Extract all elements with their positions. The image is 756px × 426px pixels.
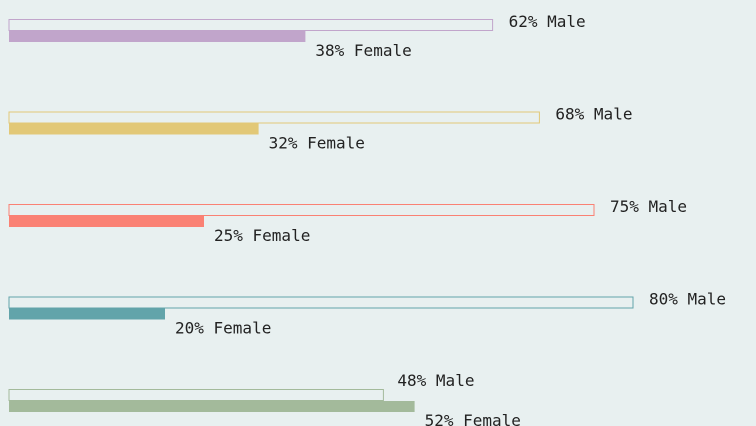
female-label: 38% Female bbox=[315, 41, 411, 60]
female-label: 20% Female bbox=[175, 319, 271, 338]
male-bar bbox=[8, 111, 540, 124]
male-bar bbox=[8, 19, 494, 31]
male-label: 75% Male bbox=[610, 197, 687, 216]
female-bar bbox=[9, 401, 415, 412]
female-bar bbox=[9, 308, 165, 320]
male-label: 68% Male bbox=[555, 105, 632, 124]
male-label: 80% Male bbox=[649, 290, 726, 309]
male-label: 48% Male bbox=[397, 371, 474, 390]
male-bar bbox=[8, 389, 384, 401]
female-bar bbox=[9, 216, 204, 227]
female-label: 32% Female bbox=[269, 134, 365, 153]
male-label: 62% Male bbox=[509, 12, 586, 31]
female-bar bbox=[9, 31, 306, 42]
male-bar bbox=[8, 204, 595, 216]
female-bar bbox=[9, 123, 259, 135]
female-label: 25% Female bbox=[214, 226, 310, 245]
female-label: 52% Female bbox=[425, 411, 521, 426]
male-bar bbox=[8, 296, 634, 309]
